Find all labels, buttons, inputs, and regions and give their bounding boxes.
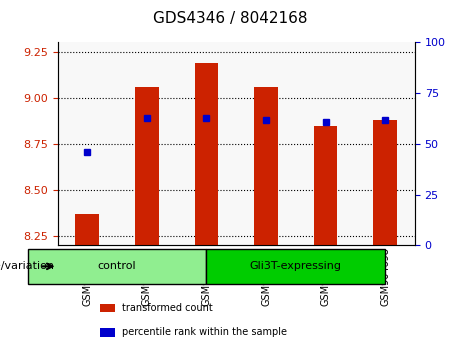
Bar	[254, 87, 278, 245]
Bar	[100, 328, 115, 337]
Text: genotype/variation: genotype/variation	[0, 261, 54, 272]
Text: GDS4346 / 8042168: GDS4346 / 8042168	[153, 11, 308, 25]
Text: transformed count: transformed count	[122, 303, 213, 313]
FancyBboxPatch shape	[28, 249, 207, 284]
Bar	[195, 63, 219, 245]
Bar	[100, 304, 115, 312]
Bar	[76, 214, 99, 245]
Text: Gli3T-expressing: Gli3T-expressing	[250, 261, 342, 272]
Bar	[135, 87, 159, 245]
Text: percentile rank within the sample: percentile rank within the sample	[122, 327, 287, 337]
Bar	[373, 120, 397, 245]
Bar	[313, 126, 337, 245]
FancyBboxPatch shape	[207, 249, 385, 284]
Text: control: control	[98, 261, 136, 272]
